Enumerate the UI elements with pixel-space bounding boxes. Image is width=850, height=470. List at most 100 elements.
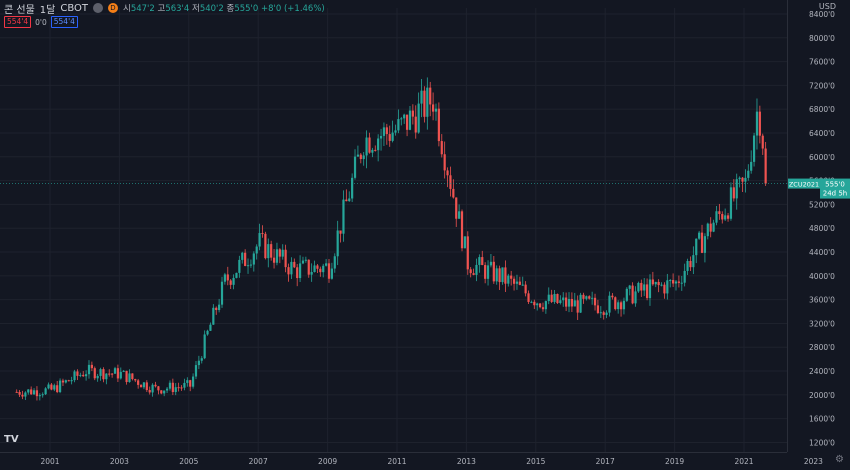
chart-grid xyxy=(0,8,814,452)
candle-body xyxy=(310,271,313,275)
currency-selector[interactable]: USD xyxy=(818,2,836,11)
delayed-data-icon[interactable]: D xyxy=(108,3,118,13)
candle-body xyxy=(429,87,432,105)
candle-body xyxy=(550,294,553,302)
candle-body xyxy=(411,110,414,117)
candle-body xyxy=(524,284,527,294)
sell-button[interactable]: 554'4 xyxy=(4,16,32,28)
y-tick-label: 8400'0 xyxy=(809,10,835,19)
y-tick-label: 1200'0 xyxy=(809,438,835,447)
candle-body xyxy=(648,279,652,299)
price-axis-background xyxy=(787,0,850,470)
candle-body xyxy=(729,187,733,219)
candle-body xyxy=(73,371,76,381)
y-tick-label: 5200'0 xyxy=(809,200,835,209)
candle-body xyxy=(174,387,177,393)
x-tick-label: 2011 xyxy=(387,457,406,466)
candle-body xyxy=(382,127,386,136)
candle-body xyxy=(440,141,443,155)
candle-body xyxy=(145,382,148,391)
candle-body xyxy=(501,267,504,283)
candle-body xyxy=(686,260,689,271)
candle-body xyxy=(32,390,36,395)
candle-body xyxy=(417,103,420,133)
candle-body xyxy=(241,252,244,260)
time-axis[interactable]: 2001 2003 2005 2007 2009 2011 2013 2015 2017 2019… xyxy=(0,452,823,467)
candle-body xyxy=(732,187,735,199)
candle-body xyxy=(61,380,65,383)
candle-body xyxy=(718,211,721,215)
candle-body xyxy=(64,380,67,383)
price-axis[interactable]: 1200'0 1600'0 2000'0 2400'0 2800'0 3200'0 3600… xyxy=(787,0,850,470)
candle-body xyxy=(573,300,576,307)
candle-body xyxy=(669,280,672,282)
last-price-tag-bg xyxy=(820,178,850,199)
candle-body xyxy=(715,211,718,223)
exchange-label: CBOT xyxy=(60,2,88,14)
candles[interactable] xyxy=(15,77,767,401)
candle-body xyxy=(695,238,698,256)
candle-body xyxy=(353,156,357,178)
high-value: 563'4 xyxy=(165,4,190,14)
candle-body xyxy=(113,368,117,374)
candle-body xyxy=(157,386,160,391)
candle-body xyxy=(651,279,654,285)
x-tick-label: 2021 xyxy=(734,457,753,466)
candle-body xyxy=(397,119,400,131)
candle-body xyxy=(449,175,452,189)
candle-body xyxy=(475,264,478,275)
candle-body xyxy=(452,188,455,198)
candle-body xyxy=(287,267,290,275)
candle-body xyxy=(76,371,79,376)
candle-body xyxy=(244,252,247,266)
candle-body xyxy=(533,301,536,306)
y-tick-label: 4800'0 xyxy=(809,224,835,233)
buy-button[interactable]: 554'4 xyxy=(50,16,78,28)
y-tick-label: 8000'0 xyxy=(809,34,835,43)
tradingview-logo-icon[interactable]: 𝗧𝗩 xyxy=(4,434,19,445)
candle-body xyxy=(374,149,377,151)
interval-label[interactable]: 1달 xyxy=(39,4,56,16)
candle-body xyxy=(588,296,591,299)
candle-body xyxy=(562,297,565,301)
candle-body xyxy=(293,261,296,268)
candle-body xyxy=(356,154,360,157)
candle-body xyxy=(316,265,319,269)
candle-body xyxy=(377,138,380,151)
candle-body xyxy=(585,296,588,299)
candle-body xyxy=(455,197,458,219)
candle-body xyxy=(486,265,490,279)
x-tick-label: 2009 xyxy=(318,457,337,466)
candle-body xyxy=(643,284,646,291)
candle-body xyxy=(99,369,102,376)
candle-body xyxy=(96,375,99,379)
candle-body xyxy=(38,395,41,397)
y-tick-label: 1600'0 xyxy=(809,415,835,424)
y-tick-label: 3200'0 xyxy=(809,319,835,328)
candle-body xyxy=(388,134,391,141)
high-label: 고 xyxy=(157,4,166,14)
y-tick-label: 7600'0 xyxy=(809,58,835,67)
candle-body xyxy=(712,222,715,232)
candle-body xyxy=(90,364,93,369)
candle-body xyxy=(602,312,605,315)
candle-body xyxy=(423,90,426,117)
candle-body xyxy=(498,268,501,283)
spread-value: 0'0 xyxy=(35,17,47,27)
candle-body xyxy=(111,373,114,375)
gear-icon[interactable]: ⚙ xyxy=(835,454,844,465)
candle-body xyxy=(761,135,764,149)
candle-body xyxy=(741,177,744,182)
candle-body xyxy=(142,382,146,388)
candle-body xyxy=(235,272,238,278)
candle-body xyxy=(304,259,307,261)
symbol-name[interactable]: 콘 선물 xyxy=(4,4,35,16)
y-tick-label: 6800'0 xyxy=(809,105,835,114)
candle-body xyxy=(93,368,96,379)
candle-body xyxy=(177,387,180,389)
candle-body xyxy=(469,269,472,274)
candle-body xyxy=(119,371,122,379)
low-label: 저 xyxy=(192,4,200,14)
candle-body xyxy=(591,297,594,299)
